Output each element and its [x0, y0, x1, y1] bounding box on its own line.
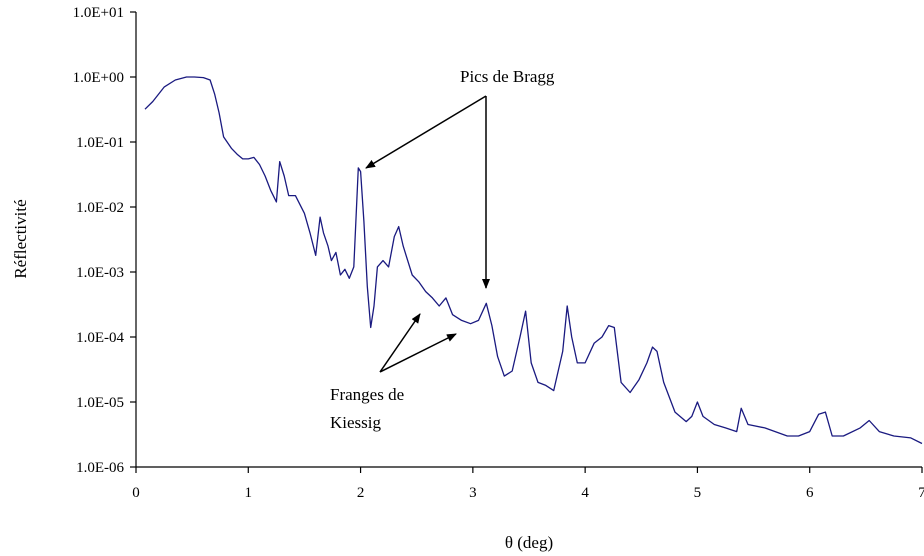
y-tick-label: 1.0E-01	[76, 135, 124, 151]
annotation-bragg-label: Pics de Bragg	[460, 67, 555, 86]
y-tick-label: 1.0E+01	[73, 5, 124, 21]
x-tick-label: 3	[469, 485, 477, 501]
axes: 1.0E+01 1.0E+00 1.0E-01 1.0E-02 1.0E-03 1.0E-…	[73, 5, 924, 501]
x-tick-label: 5	[694, 485, 702, 501]
x-axis-title: θ (deg)	[505, 533, 553, 552]
annotation-kiessig-label-2: Kiessig	[330, 413, 382, 432]
x-tick-label: 4	[581, 485, 589, 501]
kiessig-arrow-1	[379, 313, 421, 373]
y-axis-title: Réflectivité	[11, 199, 30, 278]
y-tick-label: 1.0E-02	[76, 200, 124, 216]
kiessig-arrow-2	[379, 333, 457, 373]
y-tick-label: 1.0E+00	[73, 70, 124, 86]
x-tick-label: 6	[806, 485, 814, 501]
y-tick-label: 1.0E-04	[76, 330, 124, 346]
x-tick-label: 1	[245, 485, 253, 501]
y-tick-label: 1.0E-06	[76, 460, 124, 476]
x-tick-label: 2	[357, 485, 365, 501]
annotation-kiessig-label-1: Franges de	[330, 385, 404, 404]
x-tick-label: 0	[132, 485, 140, 501]
series-layer	[144, 76, 923, 445]
bragg-arrow-left	[365, 95, 487, 169]
reflectivity-series-line	[144, 76, 923, 445]
y-tick-label: 1.0E-05	[76, 395, 124, 411]
annotations: Pics de Bragg Franges de Kiessig	[330, 67, 555, 432]
x-tick-label: 7	[918, 485, 924, 501]
y-tick-label: 1.0E-03	[76, 265, 124, 281]
